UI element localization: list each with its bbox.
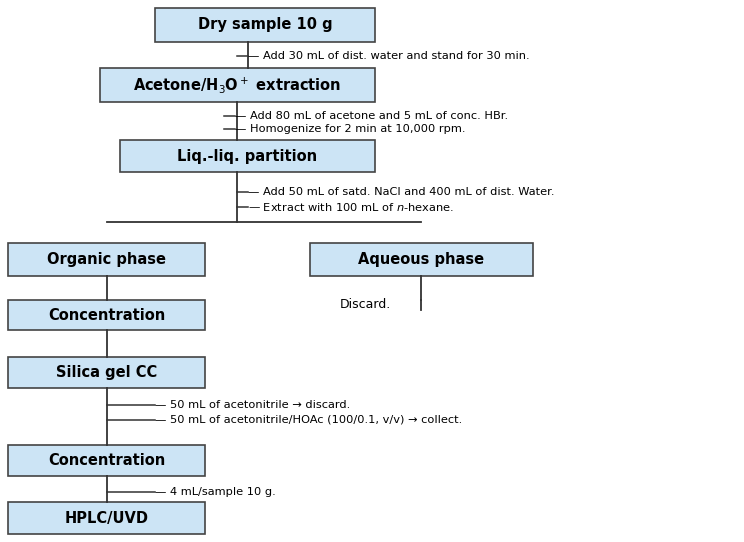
Text: — Add 80 mL of acetone and 5 mL of conc. HBr.: — Add 80 mL of acetone and 5 mL of conc.… — [235, 111, 508, 121]
Text: — 50 mL of acetonitrile → discard.: — 50 mL of acetonitrile → discard. — [155, 400, 350, 410]
Bar — [8, 445, 205, 476]
Bar — [310, 243, 533, 276]
Text: Concentration: Concentration — [48, 307, 165, 322]
Text: Aqueous phase: Aqueous phase — [359, 252, 484, 267]
Text: Organic phase: Organic phase — [47, 252, 166, 267]
Text: — Extract with 100 mL of $n$-hexane.: — Extract with 100 mL of $n$-hexane. — [248, 201, 454, 213]
Bar — [8, 357, 205, 388]
Text: — 4 mL/sample 10 g.: — 4 mL/sample 10 g. — [155, 487, 276, 497]
Text: Concentration: Concentration — [48, 453, 165, 468]
Bar — [8, 243, 205, 276]
Text: — Homogenize for 2 min at 10,000 rpm.: — Homogenize for 2 min at 10,000 rpm. — [235, 124, 466, 134]
Bar — [8, 502, 205, 534]
Text: HPLC/UVD: HPLC/UVD — [65, 511, 149, 526]
Bar — [120, 140, 375, 172]
Bar — [100, 68, 375, 102]
Text: — Add 50 mL of satd. NaCl and 400 mL of dist. Water.: — Add 50 mL of satd. NaCl and 400 mL of … — [248, 187, 554, 197]
Text: Acetone/H$_3$O$^+$ extraction: Acetone/H$_3$O$^+$ extraction — [133, 75, 341, 95]
Text: — 50 mL of acetonitrile/HOAc (100/0.1, v/v) → collect.: — 50 mL of acetonitrile/HOAc (100/0.1, v… — [155, 415, 462, 425]
Bar — [8, 300, 205, 330]
Text: — Add 30 mL of dist. water and stand for 30 min.: — Add 30 mL of dist. water and stand for… — [248, 51, 530, 61]
Text: Liq.-liq. partition: Liq.-liq. partition — [177, 149, 318, 164]
Bar — [155, 8, 375, 42]
Text: Silica gel CC: Silica gel CC — [56, 365, 157, 380]
Text: Dry sample 10 g: Dry sample 10 g — [198, 17, 333, 33]
Text: Discard.: Discard. — [340, 299, 391, 312]
